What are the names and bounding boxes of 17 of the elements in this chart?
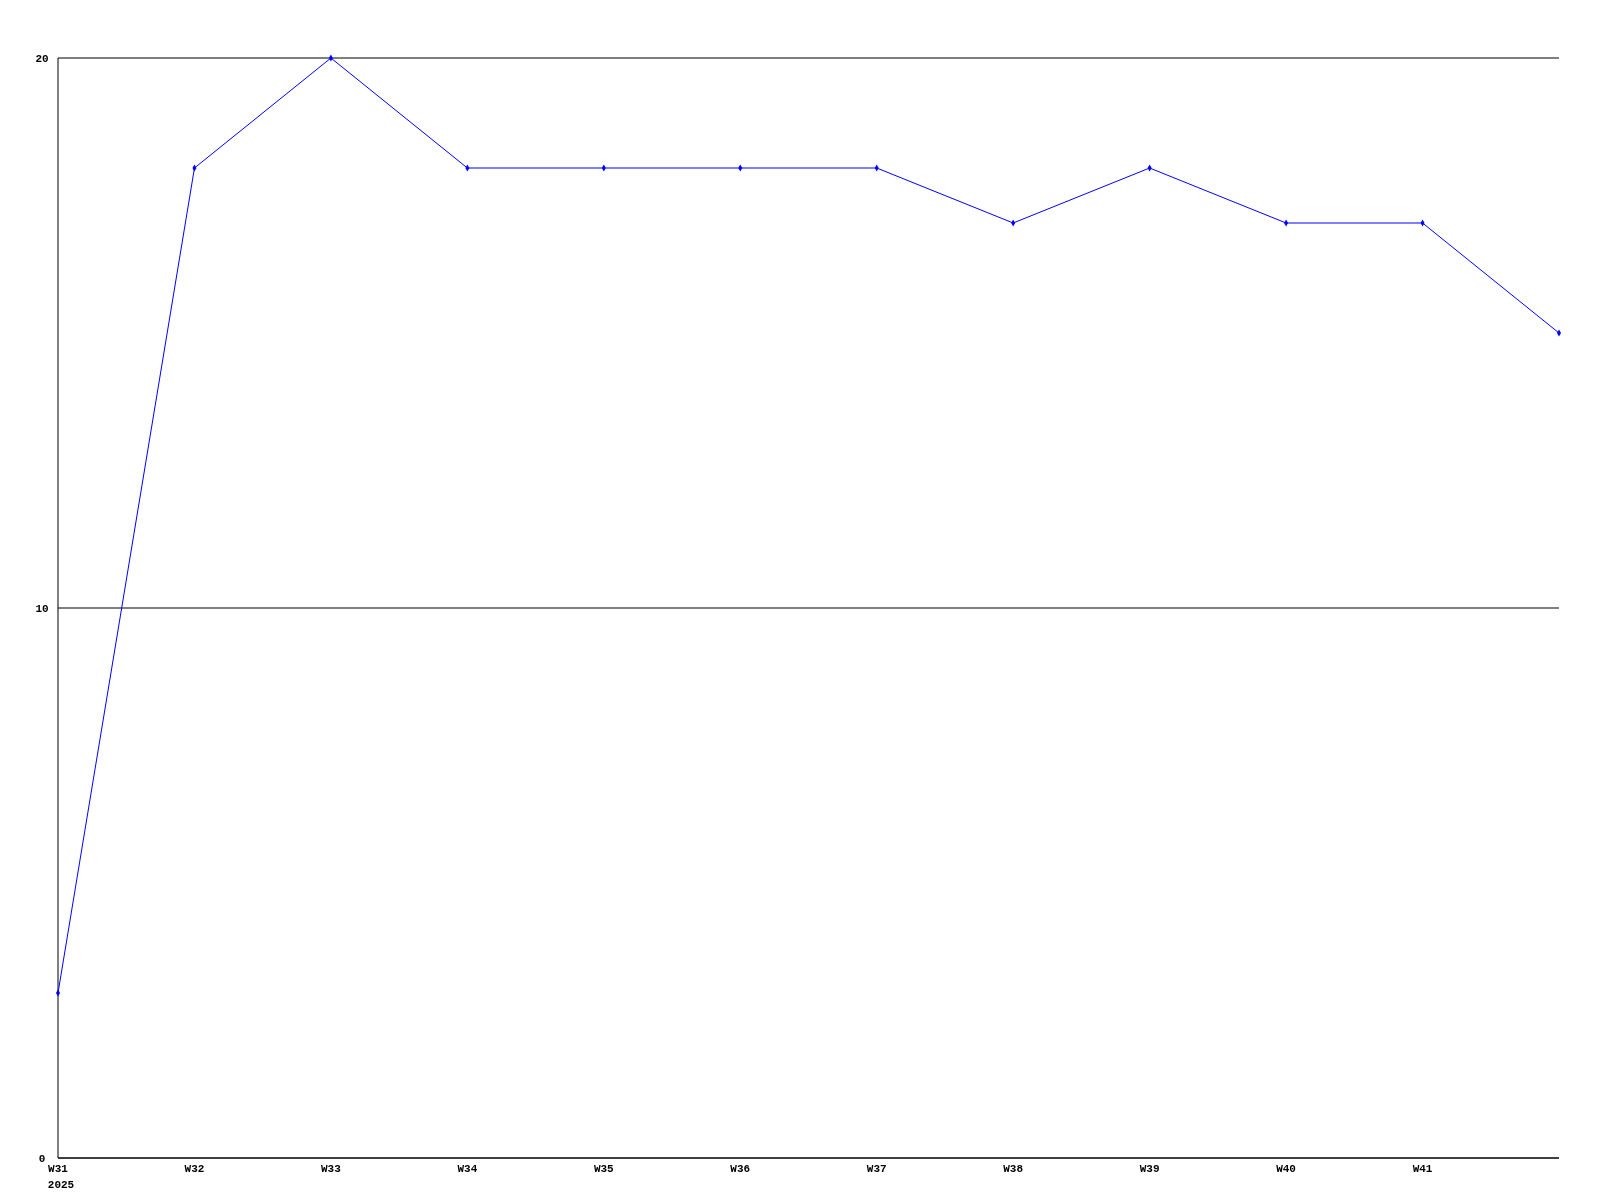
x-tick-label: W34 [457, 1163, 478, 1175]
x-tick-label: W36 [730, 1163, 751, 1175]
y-tick-label: 0 [38, 1152, 46, 1165]
x-tick-label: W40 [1276, 1163, 1296, 1175]
x-tick-label: W33 [321, 1163, 342, 1175]
point [1556, 329, 1562, 337]
x-tick-label: W39 [1139, 1163, 1160, 1175]
point [55, 989, 61, 997]
x-tick-label: W32 [184, 1163, 205, 1175]
text: 2025 [47, 1179, 75, 1191]
x-tick-label: W37 [866, 1163, 887, 1175]
x-tick-label: W38 [1003, 1163, 1024, 1175]
x-tick-label: W35 [593, 1163, 615, 1175]
y-tick-label: 20 [35, 52, 49, 65]
y-tick-label: 10 [35, 602, 49, 615]
x-tick-label: W31 [48, 1163, 69, 1175]
x-tick-label: W41 [1412, 1163, 1433, 1175]
